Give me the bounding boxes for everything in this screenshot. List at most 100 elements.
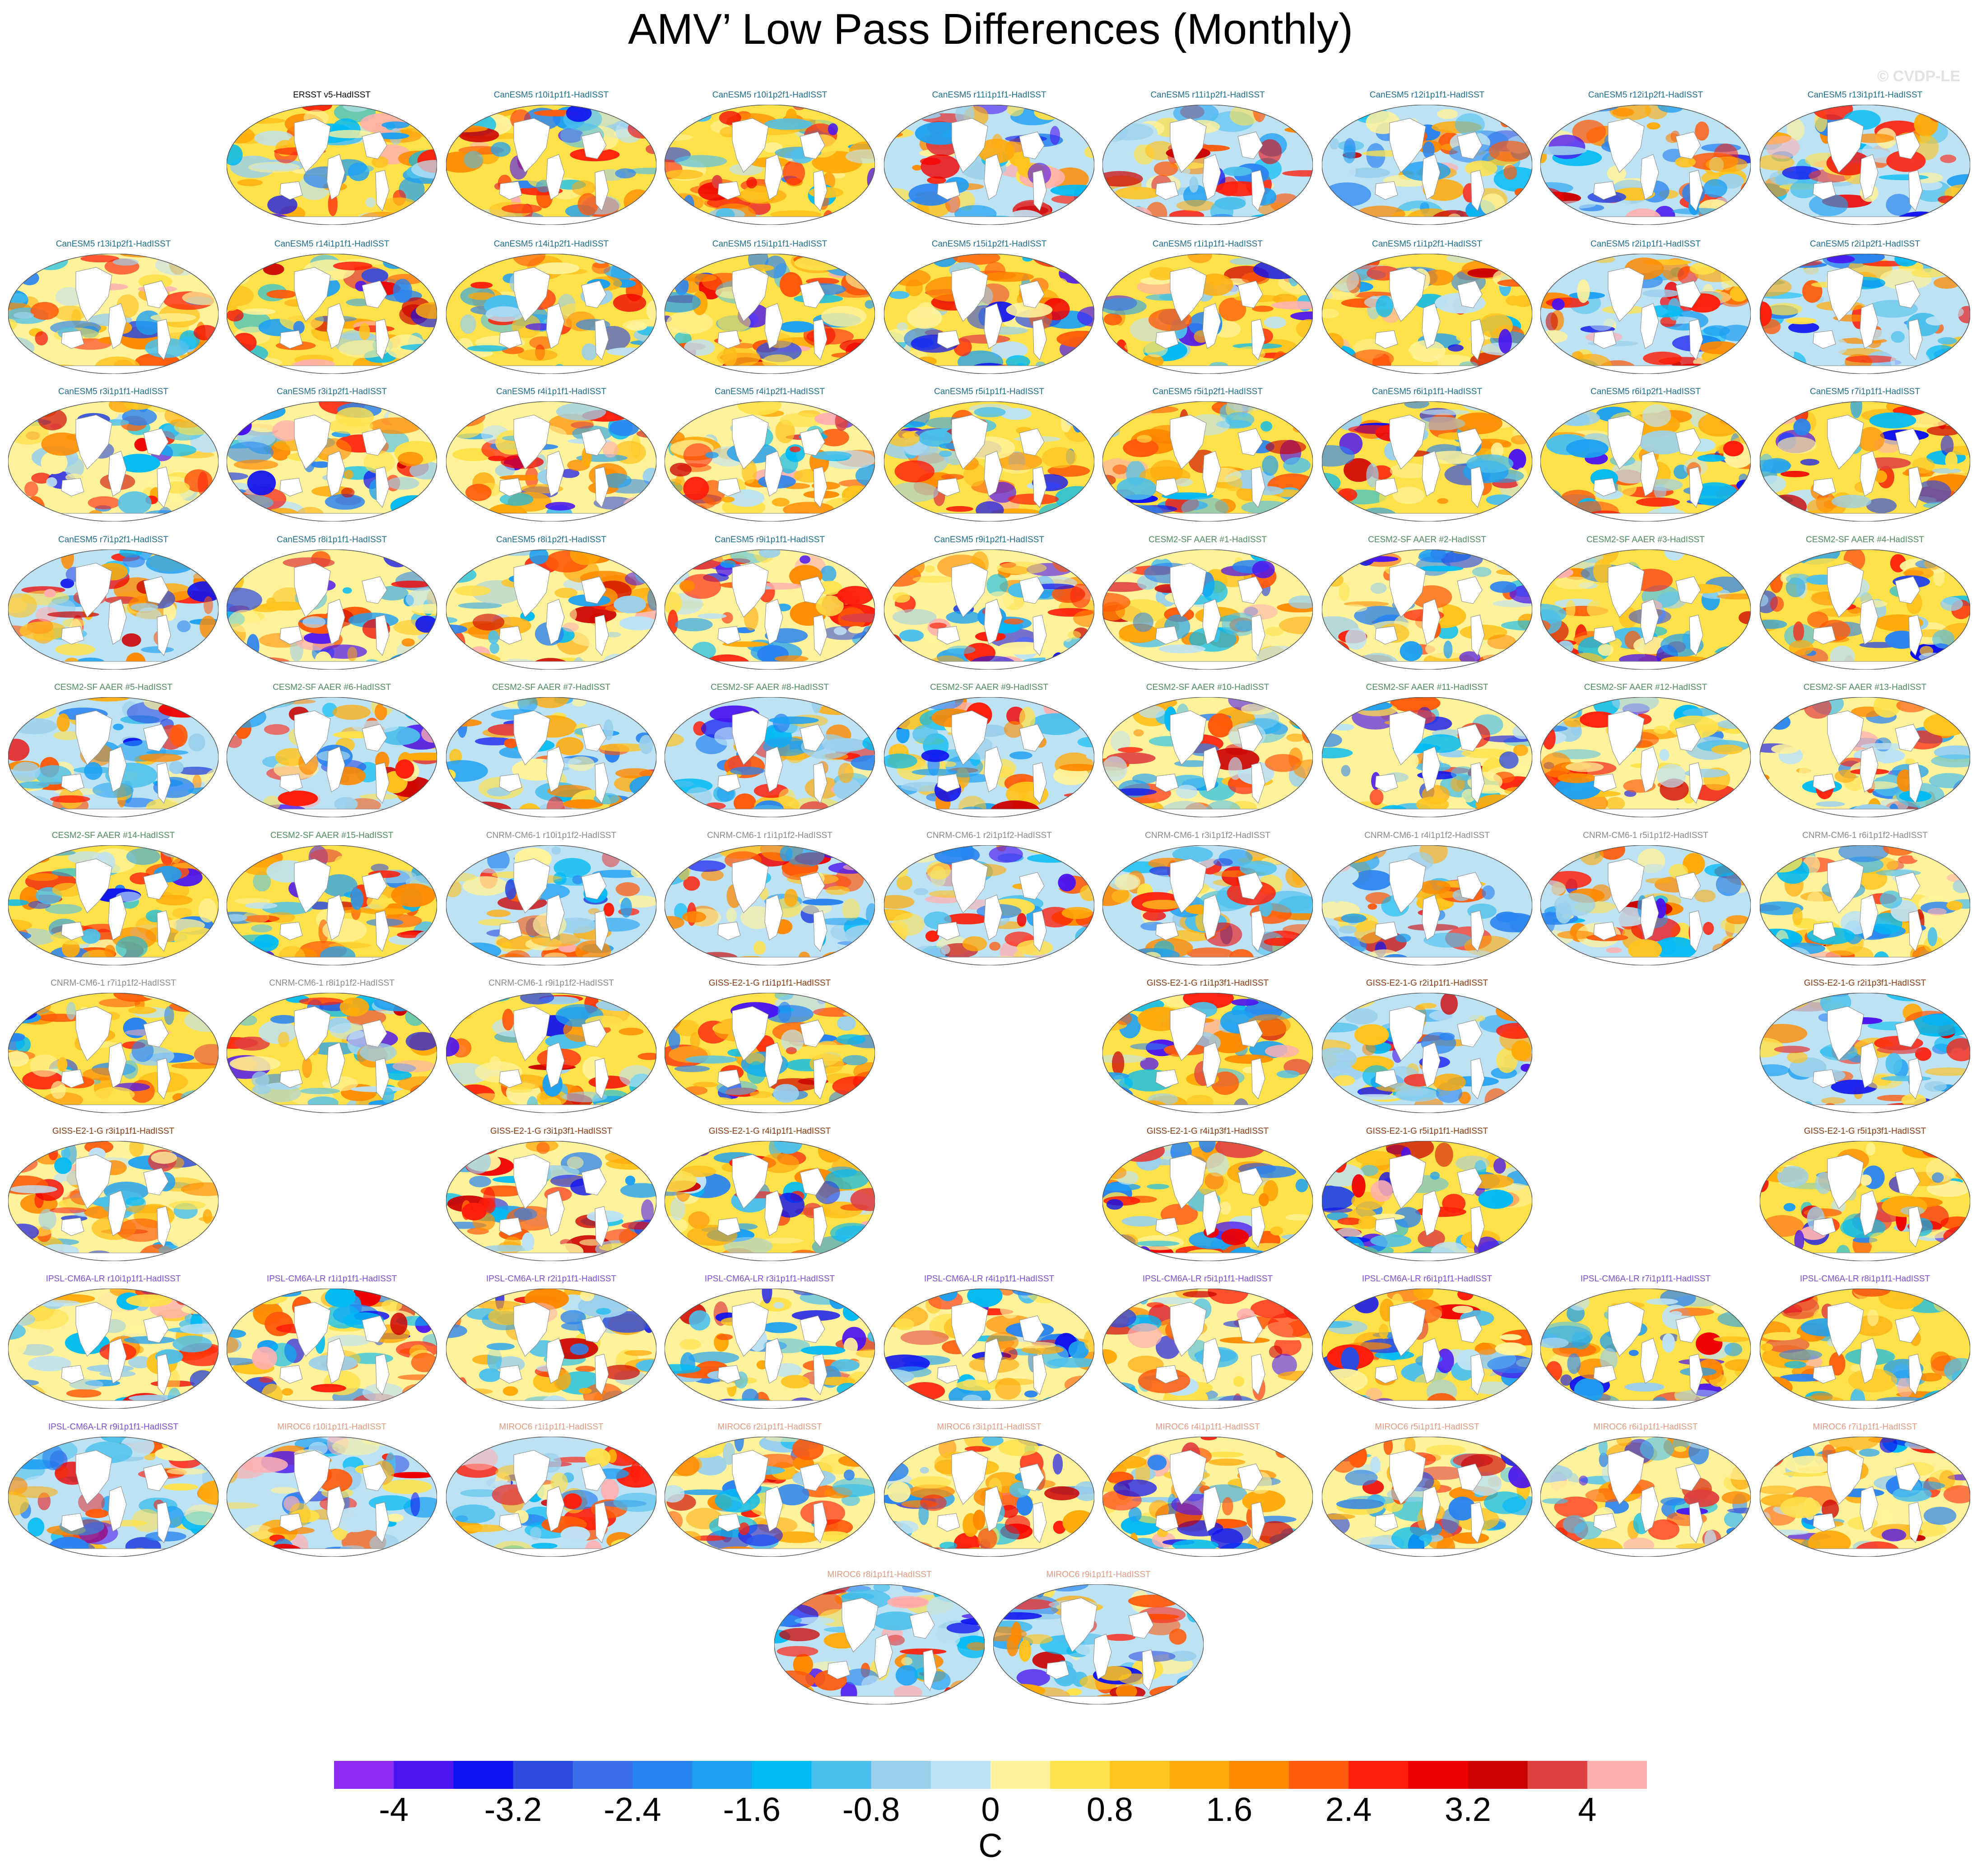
panel-title: CNRM-CM6-1 r4i1p1f2-HadISST [1364,831,1490,840]
watermark: © CVDP-LE [1877,68,1960,85]
colorbar-swatch [1527,1761,1588,1789]
colorbar-swatch [871,1761,931,1789]
sst-difference-map [1102,1437,1313,1557]
sst-difference-map [446,1289,656,1409]
map-panel: GISS-E2-1-G r3i1p1f1-HadISST [4,1127,223,1266]
panel-title: CanESM5 r4i1p1f1-HadISST [496,387,606,396]
colorbar-swatch [692,1761,752,1789]
sst-difference-map [227,845,437,965]
panel-title: CanESM5 r5i1p1f1-HadISST [934,387,1044,396]
sst-difference-map [8,1289,219,1409]
panel-title: IPSL-CM6A-LR r3i1p1f1-HadISST [704,1274,835,1284]
map-panel: CESM2-SF AAER #11-HadISST [1317,683,1537,823]
sst-difference-map [665,105,875,225]
sst-difference-map [1540,697,1751,817]
map-panel: MIROC6 r1i1p1f1-HadISST [442,1422,661,1562]
sst-difference-map [665,254,875,374]
colorbar-tick-label: -2.4 [604,1791,661,1828]
map-panel: IPSL-CM6A-LR r5i1p1f1-HadISST [1098,1274,1317,1414]
panel-title: CanESM5 r1i1p2f1-HadISST [1372,239,1482,249]
panel-title: MIROC6 r2i1p1f1-HadISST [717,1422,822,1432]
map-panel: GISS-E2-1-G r1i1p1f1-HadISST [660,978,879,1118]
map-panel: CanESM5 r13i1p2f1-HadISST [4,239,223,379]
panel-title: MIROC6 r5i1p1f1-HadISST [1375,1422,1479,1432]
sst-difference-map [1102,845,1313,965]
colorbar-swatch [632,1761,693,1789]
map-panel: CanESM5 r14i1p2f1-HadISST [442,239,661,379]
map-panel: CanESM5 r4i1p1f1-HadISST [442,387,661,527]
panel-title: CESM2-SF AAER #1-HadISST [1149,535,1267,545]
sst-difference-map [8,549,219,670]
sst-difference-map [227,1437,437,1557]
map-panel: MIROC6 r5i1p1f1-HadISST [1317,1422,1537,1562]
map-panel: IPSL-CM6A-LR r2i1p1f1-HadISST [442,1274,661,1414]
sst-difference-map [1760,1289,1970,1409]
map-panel: CanESM5 r9i1p2f1-HadISST [879,535,1099,675]
map-panel: GISS-E2-1-G r2i1p3f1-HadISST [1755,978,1975,1118]
sst-difference-map [884,105,1094,225]
sst-difference-map [665,845,875,965]
sst-difference-map [227,254,437,374]
map-panel: IPSL-CM6A-LR r4i1p1f1-HadISST [879,1274,1099,1414]
panel-title: MIROC6 r6i1p1f1-HadISST [1593,1422,1698,1432]
sst-difference-map [1322,697,1532,817]
sst-difference-map [1102,401,1313,521]
sst-difference-map [1322,993,1532,1113]
sst-difference-map [884,697,1094,817]
map-panel: CESM2-SF AAER #10-HadISST [1098,683,1317,823]
panel-title: CESM2-SF AAER #12-HadISST [1584,683,1707,692]
sst-difference-map [446,549,656,670]
panel-title: CanESM5 r4i1p2f1-HadISST [715,387,825,396]
map-panel: CNRM-CM6-1 r8i1p1f2-HadISST [222,978,442,1118]
map-panel: IPSL-CM6A-LR r9i1p1f1-HadISST [4,1422,223,1562]
panel-title: GISS-E2-1-G r3i1p3f1-HadISST [490,1127,613,1136]
sst-difference-map [993,1584,1204,1704]
sst-difference-map [1322,1141,1532,1261]
map-panel: CanESM5 r13i1p1f1-HadISST [1755,90,1975,230]
panel-title: CanESM5 r14i1p1f1-HadISST [274,239,390,249]
map-panel: MIROC6 r4i1p1f1-HadISST [1098,1422,1317,1562]
sst-difference-map [1322,549,1532,670]
sst-difference-map [884,845,1094,965]
map-panel: CanESM5 r10i1p2f1-HadISST [660,90,879,230]
panel-title: IPSL-CM6A-LR r4i1p1f1-HadISST [924,1274,1055,1284]
panel-title: CanESM5 r6i1p1f1-HadISST [1372,387,1482,396]
map-panel: CanESM5 r12i1p1f1-HadISST [1317,90,1537,230]
sst-difference-map [1102,993,1313,1113]
map-panel: CanESM5 r8i1p2f1-HadISST [442,535,661,675]
sst-difference-map [446,401,656,521]
sst-difference-map [446,993,656,1113]
sst-difference-map [446,1141,656,1261]
sst-difference-map [884,1289,1094,1409]
sst-difference-map [8,254,219,374]
map-panel: CESM2-SF AAER #7-HadISST [442,683,661,823]
sst-difference-map [1102,1141,1313,1261]
panel-title: GISS-E2-1-G r5i1p1f1-HadISST [1366,1127,1488,1136]
map-panel: CanESM5 r2i1p2f1-HadISST [1755,239,1975,379]
panel-title: CanESM5 r15i1p2f1-HadISST [931,239,1047,249]
colorbar-swatch [1587,1761,1647,1789]
map-panel: ERSST v5-HadISST [222,90,442,230]
sst-difference-map [8,993,219,1113]
panel-title: CanESM5 r7i1p2f1-HadISST [58,535,168,545]
map-panel: MIROC6 r3i1p1f1-HadISST [879,1422,1099,1562]
map-panel: CanESM5 r15i1p1f1-HadISST [660,239,879,379]
colorbar-swatch [1288,1761,1349,1789]
panel-title: CanESM5 r5i1p2f1-HadISST [1153,387,1263,396]
panel-title: CESM2-SF AAER #5-HadISST [54,683,172,692]
sst-difference-map [1322,845,1532,965]
sst-difference-map [1540,1289,1751,1409]
colorbar-swatch [1349,1761,1409,1789]
panel-title: IPSL-CM6A-LR r7i1p1f1-HadISST [1580,1274,1711,1284]
sst-difference-map [8,697,219,817]
panel-title: CESM2-SF AAER #10-HadISST [1146,683,1270,692]
map-panel: GISS-E2-1-G r3i1p3f1-HadISST [442,1127,661,1266]
panel-title: MIROC6 r1i1p1f1-HadISST [499,1422,604,1432]
sst-difference-map [665,401,875,521]
sst-difference-map [665,549,875,670]
map-panel: GISS-E2-1-G r5i1p3f1-HadISST [1755,1127,1975,1266]
map-panel: CNRM-CM6-1 r10i1p1f2-HadISST [442,831,661,971]
panel-title: CanESM5 r13i1p2f1-HadISST [56,239,171,249]
sst-difference-map [446,1437,656,1557]
map-panel: CanESM5 r6i1p1f1-HadISST [1317,387,1537,527]
